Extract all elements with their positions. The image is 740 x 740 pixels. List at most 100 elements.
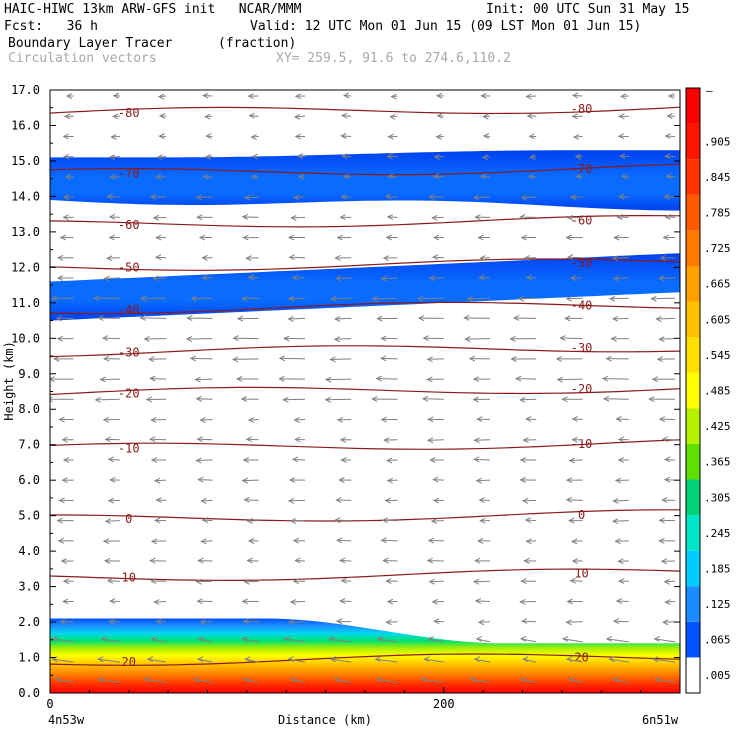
vector-arrowhead: [616, 214, 623, 221]
vector-arrowhead: [61, 477, 68, 484]
vector-arrowhead: [427, 537, 435, 544]
vector-arrowhead: [517, 295, 525, 302]
vector-arrowhead: [602, 395, 610, 402]
vector-arrowhead: [427, 416, 434, 423]
vector-arrowhead: [289, 518, 297, 525]
contour-label: -70: [571, 162, 593, 176]
vector-arrow: [295, 559, 305, 562]
vector-arrowhead: [561, 396, 568, 403]
vector-arrowhead: [200, 538, 207, 545]
vector-arrowhead: [247, 538, 255, 544]
x-tick-label: 200: [433, 697, 455, 711]
vector-arrowhead: [431, 254, 439, 261]
vector-arrow: [474, 580, 491, 583]
x-endpoint-right: 6n51w: [642, 713, 679, 727]
vector-arrowhead: [56, 335, 64, 342]
contour-label: -40: [118, 303, 140, 317]
vector-arrow: [433, 256, 444, 259]
vector-arrow: [376, 678, 398, 683]
vector-arrowhead: [386, 153, 393, 160]
vector-arrow: [201, 499, 213, 502]
vector-arrow: [288, 658, 306, 663]
vector-arrowhead: [472, 396, 479, 403]
vector-arrow: [560, 337, 583, 340]
vector-arrowhead: [292, 537, 300, 544]
vector-arrow: [573, 94, 583, 97]
vector-arrow: [198, 658, 213, 663]
vector-arrowhead: [615, 598, 623, 604]
vector-arrowhead: [664, 456, 671, 463]
vector-arrowhead: [297, 173, 305, 180]
vector-arrowhead: [333, 336, 341, 343]
vector-arrow: [433, 175, 444, 178]
vector-arrowhead: [519, 214, 526, 220]
vector-arrowhead: [612, 498, 619, 504]
vector-arrowhead: [473, 456, 480, 463]
vector-arrowhead: [245, 255, 252, 262]
vector-arrowhead: [426, 356, 433, 363]
vector-arrowhead: [371, 396, 378, 402]
vector-arrow: [431, 520, 444, 522]
vector-arrowhead: [108, 213, 116, 220]
vector-arrowhead: [574, 153, 582, 160]
vector-arrow: [198, 638, 213, 643]
vector-arrowhead: [371, 295, 378, 302]
y-tick-label: 3.0: [18, 580, 40, 594]
vector-arrowhead: [335, 618, 343, 625]
vector-arrowhead: [430, 518, 438, 525]
vector-arrowhead: [618, 193, 625, 200]
vector-arrowhead: [153, 599, 160, 606]
tracer-layer: [50, 253, 680, 321]
vector-arrow: [422, 398, 444, 400]
vector-arrowhead: [619, 153, 626, 160]
vector-arrowhead: [241, 213, 249, 220]
colorbar-label: .065: [704, 634, 731, 647]
vector-arrowhead: [340, 193, 347, 200]
vector-arrowhead: [149, 557, 156, 564]
vector-arrow: [376, 378, 398, 380]
vector-arrowhead: [556, 376, 564, 383]
vector-arrowhead: [601, 375, 609, 382]
vector-arrowhead: [515, 375, 522, 382]
vector-arrowhead: [374, 656, 381, 663]
vector-arrow: [613, 499, 629, 502]
vector-arrowhead: [569, 577, 576, 584]
vector-arrowhead: [189, 355, 197, 362]
vector-arrowhead: [149, 436, 156, 443]
vector-arrowhead: [340, 132, 347, 139]
vector-arrowhead: [569, 194, 577, 201]
y-tick-label: 9.0: [18, 367, 40, 381]
vector-arrowhead: [194, 376, 201, 383]
vector-arrowhead: [478, 497, 485, 503]
vector-arrowhead: [386, 213, 394, 220]
colorbar-label: .605: [704, 313, 731, 326]
vector-arrowhead: [615, 416, 622, 422]
vector-arrow: [377, 638, 398, 643]
vector-arrow: [245, 658, 259, 663]
vector-arrowhead: [375, 676, 383, 683]
colorbar-swatch: [686, 443, 700, 480]
vector-arrowhead: [416, 295, 424, 302]
vector-arrow: [140, 317, 167, 319]
vector-arrowhead: [57, 254, 64, 261]
vector-arrow: [424, 658, 444, 663]
vector-arrowhead: [152, 275, 159, 282]
vector-arrowhead: [243, 676, 250, 683]
vector-arrowhead: [145, 396, 153, 403]
vector-arrowhead: [482, 132, 490, 139]
vector-arrowhead: [195, 578, 202, 585]
vector-arrowhead: [662, 619, 669, 626]
vector-arrowhead: [526, 113, 533, 119]
vector-arrowhead: [618, 113, 625, 120]
vector-arrowhead: [50, 635, 58, 642]
vector-arrowhead: [50, 295, 58, 302]
contour-label: -30: [118, 345, 140, 359]
colorbar-top-label: –: [706, 84, 713, 97]
vector-arrowhead: [473, 437, 480, 444]
vector-arrowhead: [620, 93, 627, 100]
vector-arrowhead: [149, 193, 157, 200]
vector-arrowhead: [251, 153, 258, 160]
vector-arrow: [111, 135, 120, 138]
vector-arrow: [284, 638, 306, 643]
